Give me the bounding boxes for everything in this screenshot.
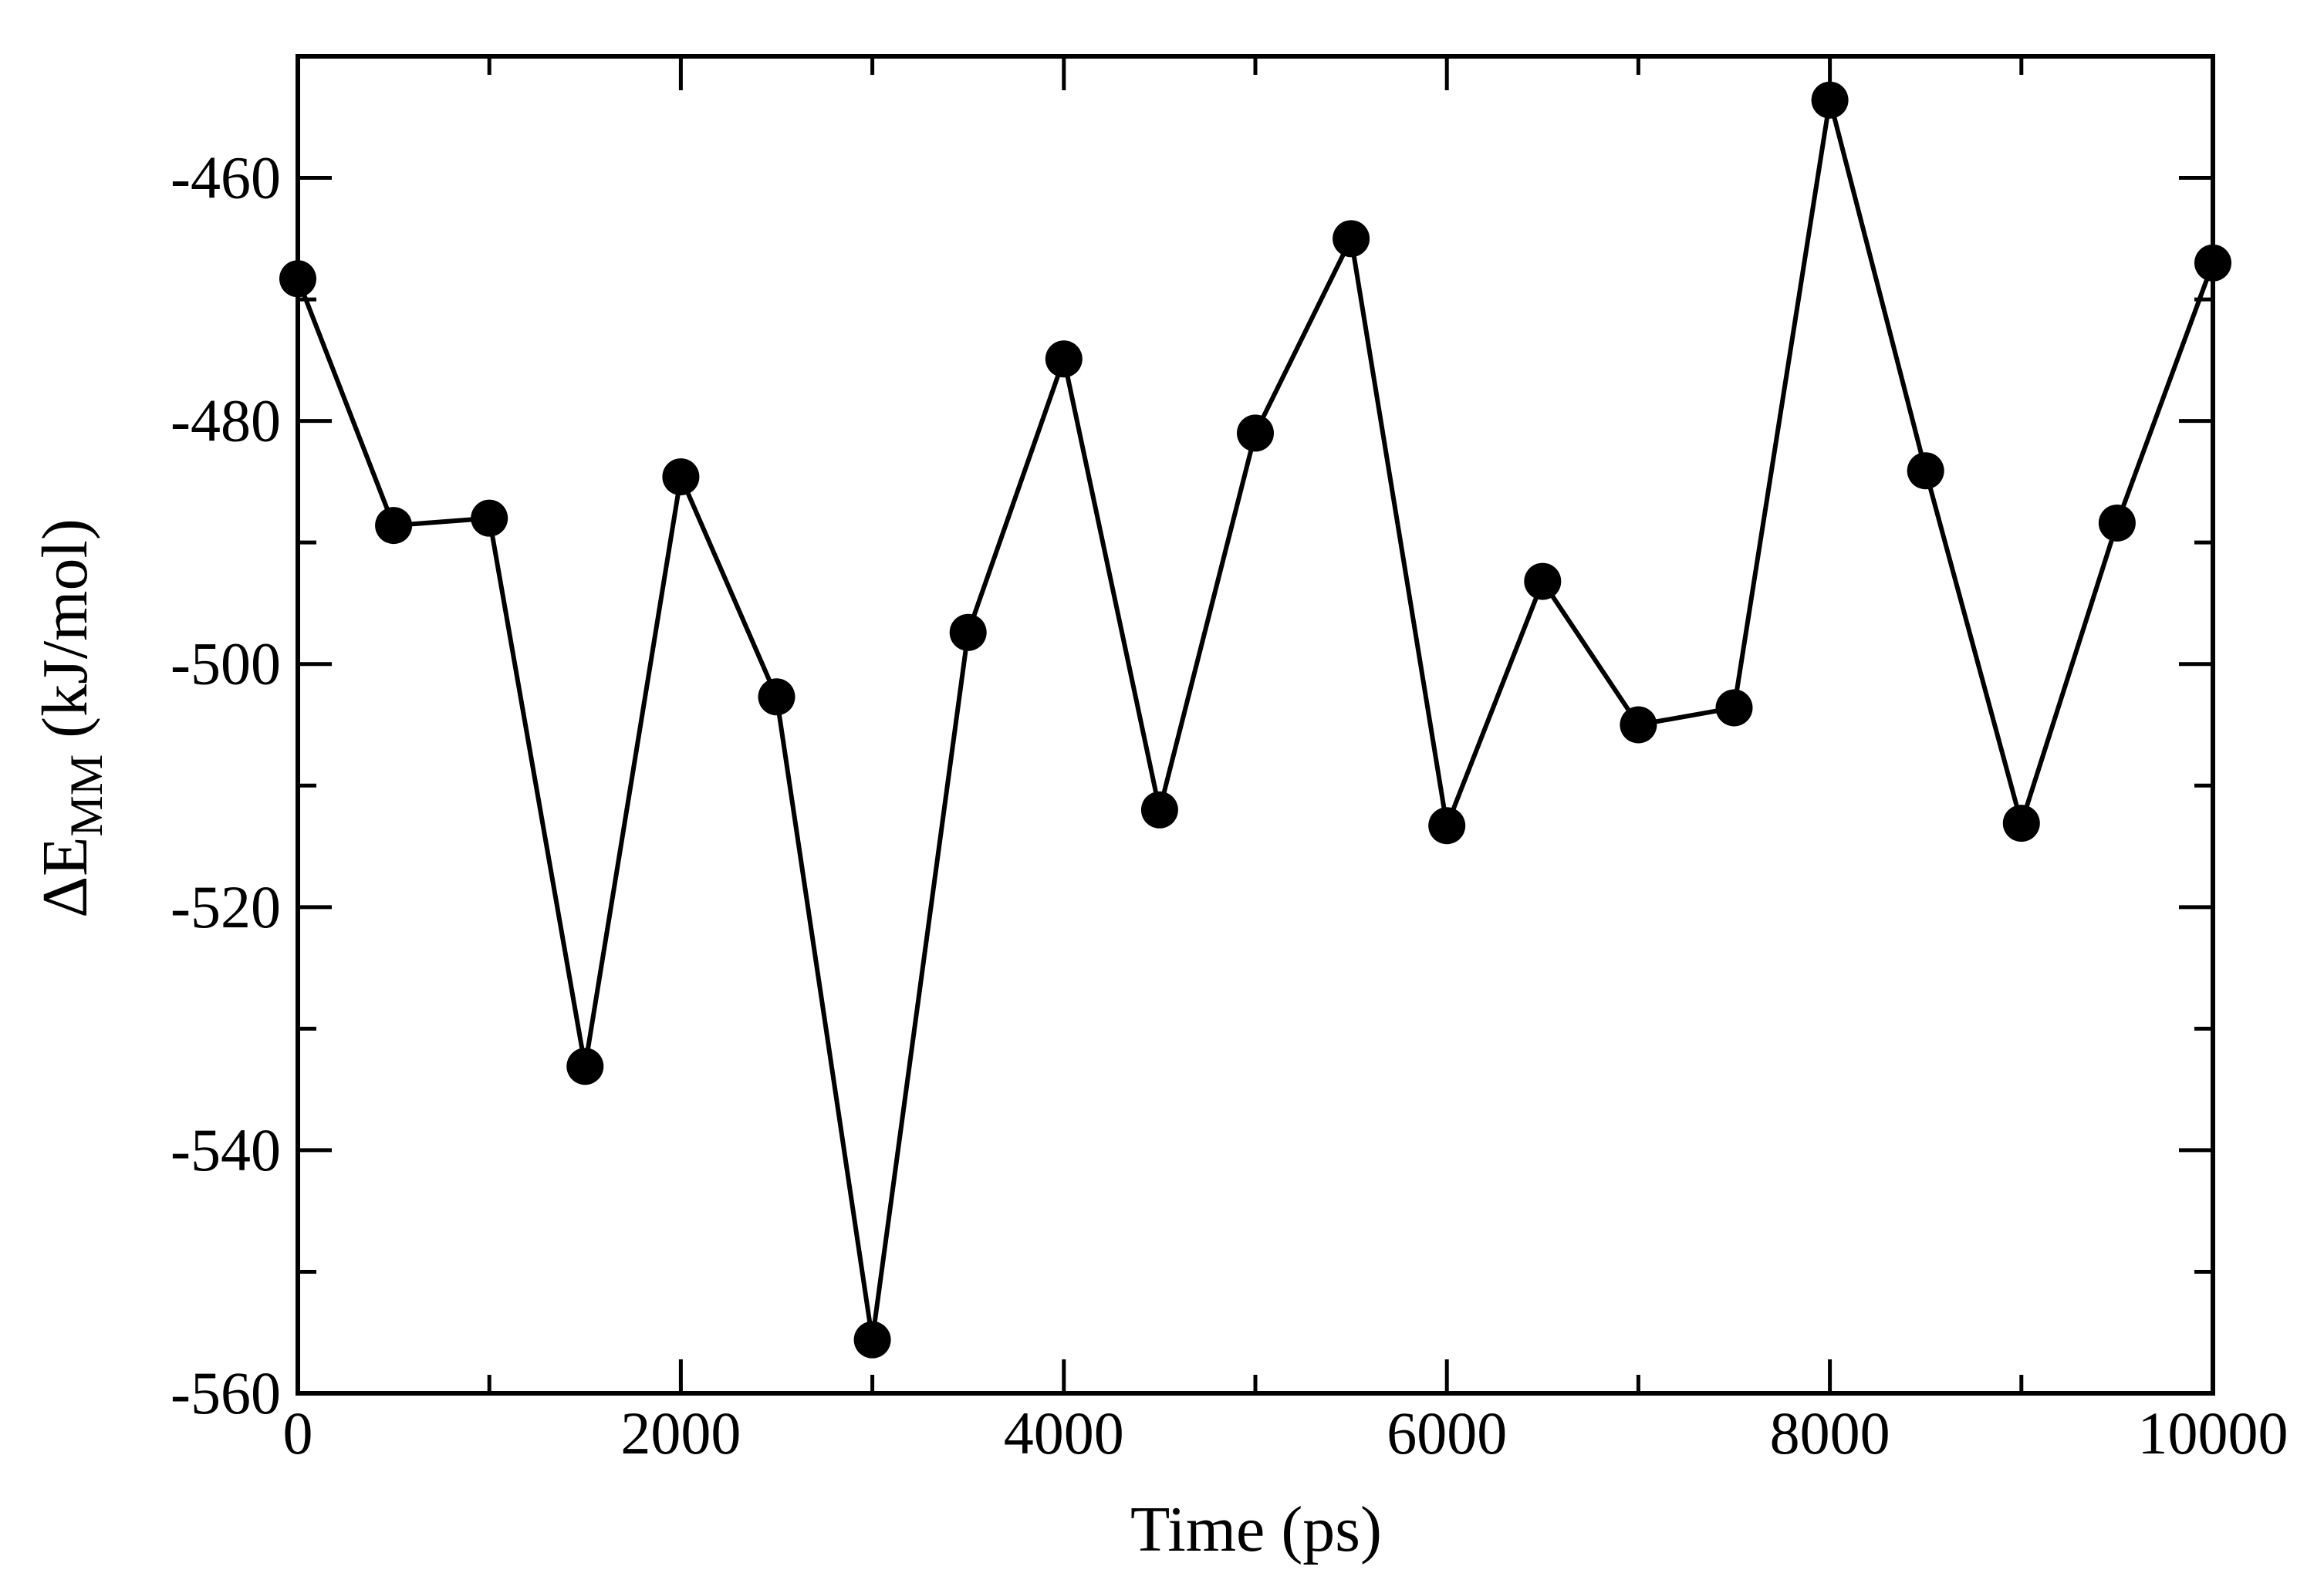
x-tick-label: 10000 [2138,1399,2289,1467]
data-point [1811,81,1849,119]
y-axis-title-suffix: (kJ/mol) [29,518,101,755]
y-tick-label: -480 [171,387,281,454]
tick-labels: 0 2000 4000 6000 8000 10000 -560 -540 -520 -500 -4… [171,144,2288,1467]
data-point [1140,791,1178,829]
data-point [853,1321,891,1359]
data-point [2002,805,2040,842]
data-point [1333,220,1370,258]
x-tick-label: 6000 [1387,1399,1507,1467]
data-point [1237,414,1274,452]
data-point [2098,504,2136,542]
series-line [296,99,2215,1341]
data-point [662,458,700,496]
y-tick-label: -500 [171,630,281,697]
y-axis-title-prefix: ΔE [29,837,101,918]
data-point [1524,562,1562,600]
series-group [279,81,2231,1359]
tick-marks [296,56,2215,1396]
y-axis-title-subscript: MM [61,755,112,837]
x-tick-label: 0 [283,1399,313,1467]
data-point [1907,452,1944,490]
data-point [758,678,795,716]
data-point [375,507,413,545]
data-point [1428,807,1466,845]
data-point [471,499,508,537]
y-tick-label: -540 [171,1116,281,1183]
y-tick-label: -520 [171,873,281,940]
x-tick-label: 2000 [620,1399,741,1467]
x-tick-label: 4000 [1004,1399,1124,1467]
data-point [566,1048,604,1085]
plot-frame [296,54,2215,1396]
y-tick-label: -460 [171,144,281,211]
data-point [1620,706,1657,744]
data-point [949,613,987,651]
y-axis-title: ΔEMM (kJ/mol) [29,518,112,918]
x-tick-label: 8000 [1770,1399,1890,1467]
y-tick-label: -560 [171,1359,281,1426]
x-axis-title: Time (ps) [1130,1494,1382,1565]
data-point [1715,689,1753,727]
data-point [1045,340,1083,378]
